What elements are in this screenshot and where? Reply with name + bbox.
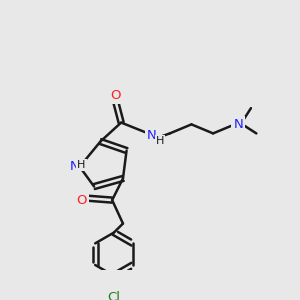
Text: H: H	[156, 136, 164, 146]
Text: H: H	[77, 160, 86, 170]
Text: N: N	[69, 160, 79, 173]
Text: Cl: Cl	[107, 291, 120, 300]
Text: N: N	[147, 129, 157, 142]
Text: N: N	[233, 118, 243, 131]
Text: O: O	[76, 194, 87, 207]
Text: O: O	[110, 89, 121, 102]
